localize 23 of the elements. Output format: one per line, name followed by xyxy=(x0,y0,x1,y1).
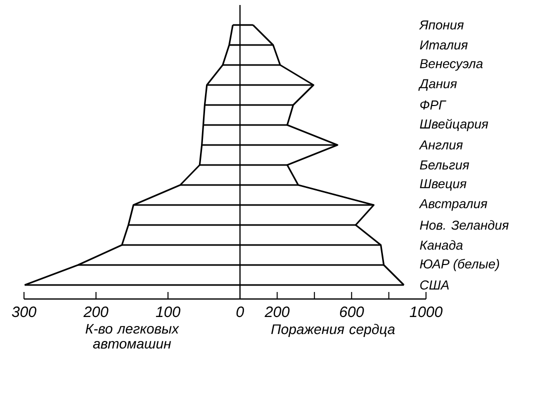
y-tick-label: Италия xyxy=(420,40,468,50)
y-tick-label: Англия xyxy=(418,140,463,150)
y-tick-label: Дания xyxy=(418,79,457,91)
x-tick-label: 0 xyxy=(236,306,244,318)
x-tick-label: 1000 xyxy=(410,306,442,318)
y-tick-label: ЮАР (белые) xyxy=(420,258,500,272)
x-axis-title: К-во легковых автомашин xyxy=(86,324,180,349)
x-tick-label: 600 xyxy=(340,306,364,318)
y-tick-label: Швеция xyxy=(420,179,466,191)
x-axis-title: Поражения сердца xyxy=(271,324,395,337)
y-tick-label: Венесуэла xyxy=(420,59,483,71)
y-tick-label: Япония xyxy=(418,20,464,30)
y-tick-label: Австралия xyxy=(418,199,488,211)
x-tick-label: 200 xyxy=(83,306,108,318)
y-tick-label: ФРГ xyxy=(420,100,446,110)
x-tick-label: 200 xyxy=(264,306,290,318)
y-tick-label: Канада xyxy=(420,240,463,250)
y-tick-label: Швейцария xyxy=(420,118,488,132)
x-tick-label: 300 xyxy=(12,306,36,318)
x-tick-label: 100 xyxy=(156,306,180,318)
y-tick-label: Нов. Зеландия xyxy=(420,220,509,230)
y-tick-label: США xyxy=(420,280,449,290)
y-tick-label: Бельгия xyxy=(420,160,470,170)
